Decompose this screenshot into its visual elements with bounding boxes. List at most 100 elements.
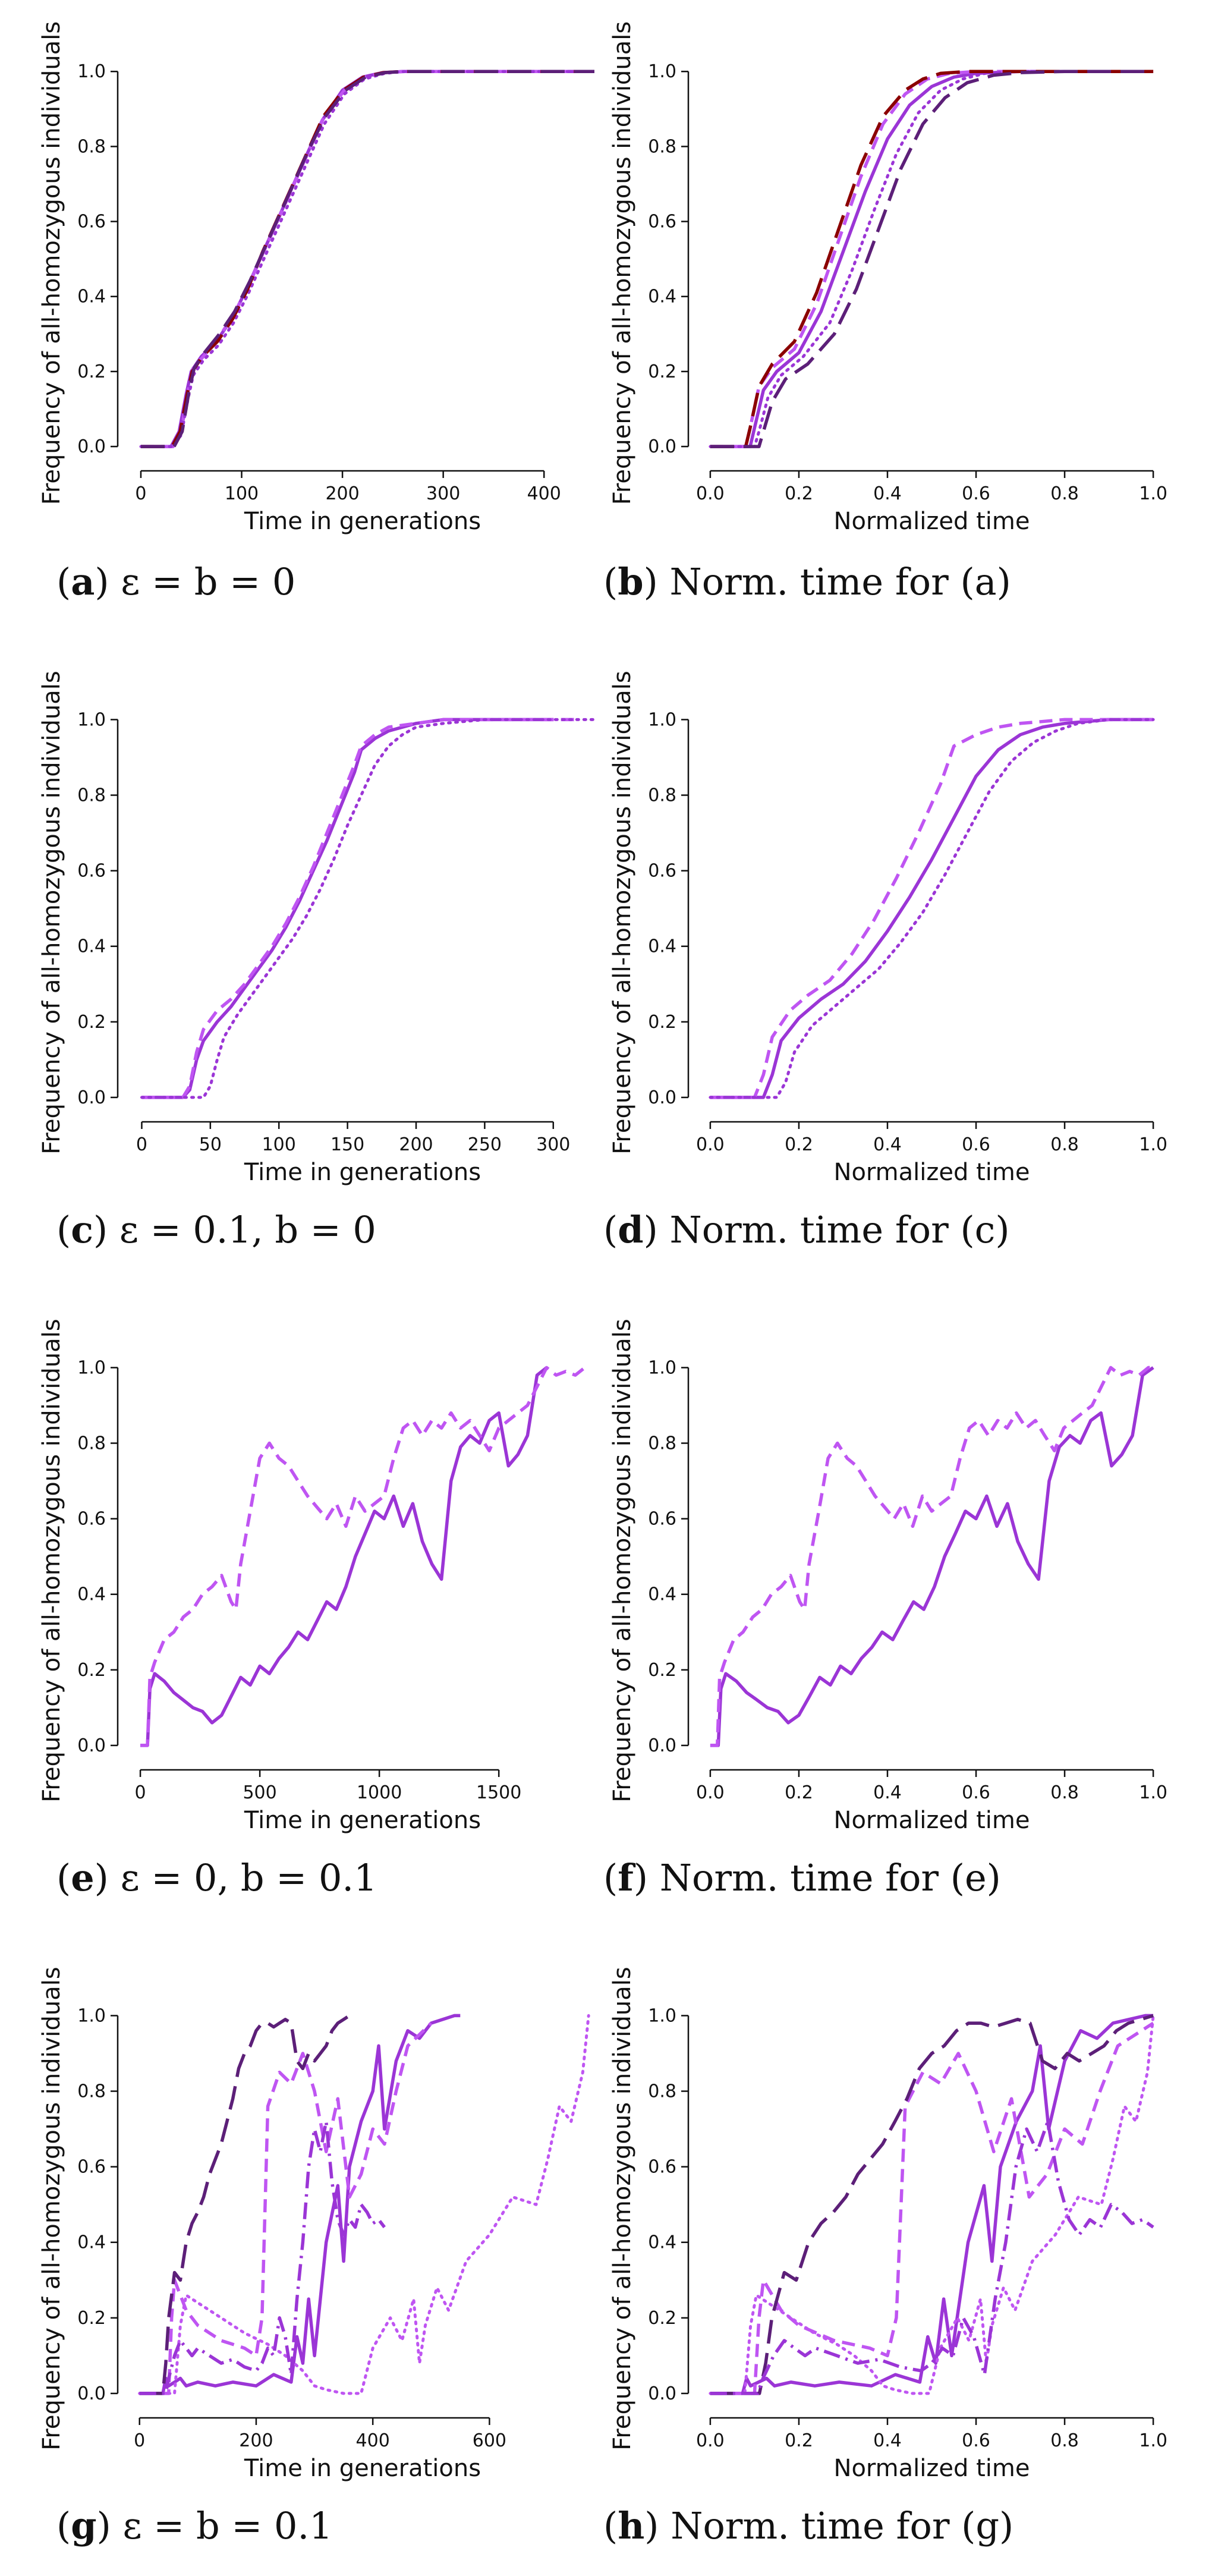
y-tick-label: 0.6 [648,861,676,882]
series-line-3 [709,2014,1155,2395]
y-axis-label: Frequency of all-homozygous individuals [38,1967,65,2450]
x-tick-label: 1.0 [1139,2430,1167,2451]
caption-letter: a [71,560,95,603]
caption-text: Norm. time for (g) [671,2504,1013,2547]
x-tick-label: 1000 [357,1782,402,1803]
caption-letter: d [618,1208,643,1251]
series-line-3 [709,70,1155,448]
y-tick-label: 0.6 [77,1509,106,1530]
y-tick-label: 0.8 [77,1433,106,1454]
y-tick-label: 0.0 [77,1735,106,1756]
x-tick-label: 1500 [476,1782,521,1803]
x-tick-label: 0.4 [873,2430,902,2451]
caption-text: ε = b = 0 [121,560,295,603]
y-tick-label: 0.4 [77,287,106,307]
y-tick-label: 0.8 [77,785,106,806]
y-axis-label: Frequency of all-homozygous individuals [38,21,65,505]
series-line-1 [710,2014,1154,2395]
y-tick-label: 0.2 [648,1660,676,1681]
y-tick-label: 0.2 [648,1012,676,1033]
y-tick-label: 0.0 [77,436,106,457]
x-tick-label: 0.2 [785,1782,813,1803]
y-axis-label: Frequency of all-homozygous individuals [609,1967,636,2450]
x-tick-label: 0.0 [696,1134,725,1155]
y-tick-label: 0.0 [648,2383,676,2404]
x-tick-label: 0.6 [962,1782,990,1803]
panel-caption: (g) ε = b = 0.1 [56,2504,333,2547]
y-tick-label: 0.8 [648,785,676,806]
y-tick-label: 1.0 [77,1357,106,1378]
y-tick-label: 0.6 [648,2157,676,2178]
x-tick-label: 150 [330,1134,364,1155]
y-tick-label: 0.0 [648,1735,676,1756]
series-line-2 [140,1366,590,1747]
caption-letter: b [618,560,643,603]
series-line-5 [139,2119,386,2395]
x-tick-label: 0.8 [1050,2430,1079,2451]
series-line-1 [140,1366,548,1747]
panel-caption: (c) ε = 0.1, b = 0 [56,1208,376,1251]
x-tick-label: 0 [135,1782,146,1803]
y-tick-label: 0.2 [648,2308,676,2329]
y-tick-label: 0.4 [648,2232,676,2253]
x-tick-label: 200 [325,483,359,504]
y-tick-label: 0.4 [648,1584,676,1605]
panel-caption: (a) ε = b = 0 [56,560,295,603]
x-axis-label: Time in generations [244,1807,481,1834]
y-tick-label: 0.6 [77,861,106,882]
x-tick-label: 0.8 [1050,1134,1079,1155]
series-line-1 [710,1366,1154,1747]
series-line-3 [138,2014,590,2395]
series-line-2 [710,70,1154,448]
y-tick-label: 0.0 [77,2383,106,2404]
y-tick-label: 0.4 [77,1584,106,1605]
x-tick-label: 250 [468,1134,502,1155]
caption-text: Norm. time for (c) [669,1208,1009,1251]
x-tick-label: 0 [134,2430,145,2451]
caption-text: Norm. time for (e) [660,1856,1001,1899]
x-tick-label: 0.0 [696,2430,725,2451]
series-line-1 [141,70,594,448]
caption-letter: g [71,2504,96,2547]
y-tick-label: 0.6 [648,1509,676,1530]
y-axis-label: Frequency of all-homozygous individuals [38,671,65,1154]
y-tick-label: 1.0 [648,709,676,730]
series-line-5 [710,70,1154,448]
y-axis-label: Frequency of all-homozygous individuals [609,671,636,1154]
y-tick-label: 1.0 [77,61,106,82]
x-tick-label: 0 [136,1134,147,1155]
y-tick-label: 0.4 [648,936,676,957]
series-line-5 [710,2119,1154,2395]
series-line-2 [141,70,594,448]
x-tick-label: 0.8 [1050,1782,1079,1803]
x-tick-label: 200 [399,1134,433,1155]
panel-d: 0.0 0.2 0.4 0.6 0.8 1.0 0.0 0.2 0.4 0.6 0.8 1.0 Norm… [603,671,1167,1251]
x-tick-label: 50 [199,1134,222,1155]
x-axis-label: Normalized time [834,1807,1030,1834]
x-axis-label: Normalized time [834,1159,1030,1186]
x-tick-label: 0.6 [962,2430,990,2451]
series-line-4 [710,2014,1154,2395]
x-tick-label: 600 [473,2430,506,2451]
x-tick-label: 100 [262,1134,296,1155]
caption-letter: h [618,2504,644,2547]
y-tick-label: 0.6 [77,212,106,232]
series-line-2 [141,718,581,1099]
y-tick-label: 0.0 [648,1087,676,1108]
panel-c: 0 50 100 150 200 250 300 0.0 0.2 0.4 0.6 0.8 1.0 Time… [38,671,596,1251]
series-line-3 [139,70,596,448]
y-tick-label: 0.2 [648,361,676,382]
x-tick-label: 400 [356,2430,390,2451]
series-line-4 [139,2014,351,2395]
panel-caption: (d) Norm. time for (c) [603,1208,1010,1251]
panel-b: 0.0 0.2 0.4 0.6 0.8 1.0 0.0 0.2 0.4 0.6 0.8 1.0 Norm… [603,21,1167,603]
x-tick-label: 200 [239,2430,273,2451]
x-axis-label: Time in generations [244,2455,481,2482]
x-tick-label: 0.4 [873,1134,902,1155]
caption-letter: c [71,1208,93,1251]
y-tick-label: 0.8 [648,1433,676,1454]
series-line-4 [710,70,1154,448]
y-tick-label: 1.0 [648,2005,676,2026]
x-tick-label: 100 [225,483,259,504]
series-line-3 [140,718,596,1099]
